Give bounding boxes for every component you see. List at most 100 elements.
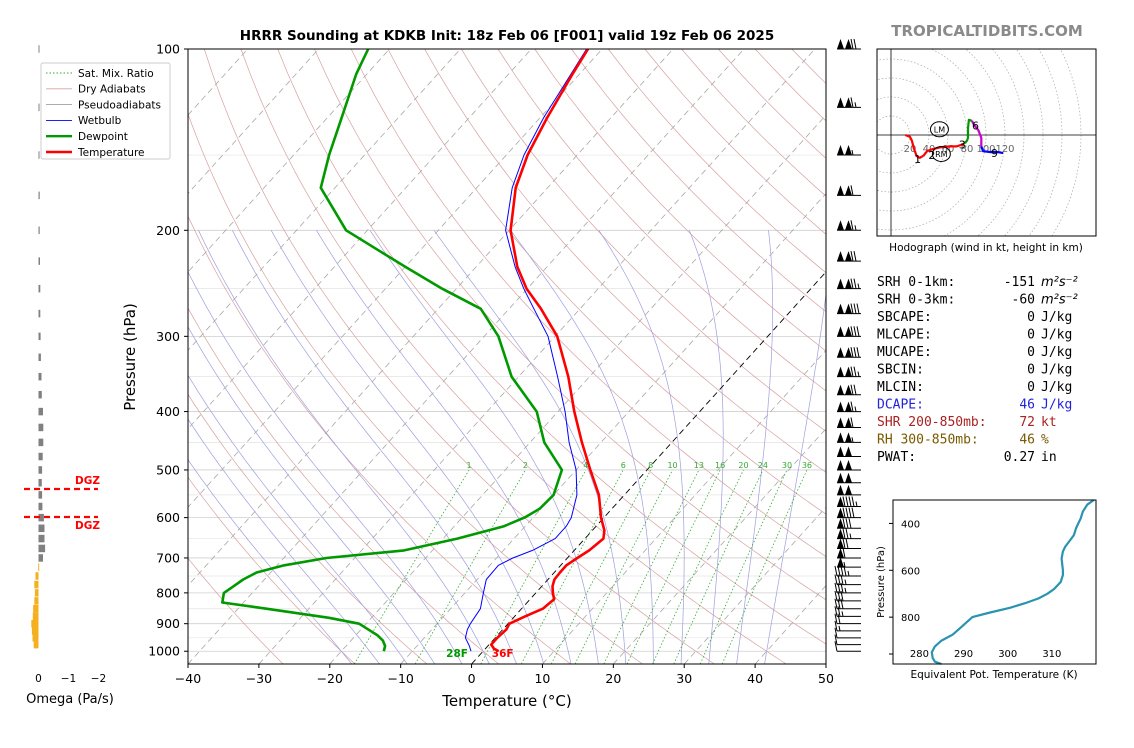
hodograph-caption: Hodograph (wind in kt, height in km) [889,242,1083,254]
y-tick-label: 300 [156,329,180,344]
theta-e-x-tick-label: 310 [1042,649,1061,660]
mixing-ratio-label: 1 [467,461,472,470]
legend-label: Sat. Mix. Ratio [78,68,154,80]
legend-label: Dewpoint [78,131,128,143]
wind-barb [837,547,861,559]
index-row: PWAT: 0.27 in [877,450,1057,465]
omega-bar [38,45,40,53]
mixing-ratio-line [353,469,470,664]
index-label: SRH 0-3km: [877,293,955,308]
mixing-ratio-label: 4 [583,461,588,470]
pseudoadiabat [736,230,774,664]
hodograph-ring-label: 100 [976,144,995,155]
theta-e-y-tick-label: 600 [901,566,920,577]
hodograph-trace [963,118,973,145]
omega-panel: 0 −1 −2 Omega (Pa/s) DGZ DGZ [24,45,114,707]
hodograph-height-label: 2 [928,149,935,162]
wind-barb [837,278,861,290]
hodograph-ring-label: 80 [961,144,974,155]
index-row: MLCAPE: 0 J/kg [877,328,1072,343]
theta-e-y-tick-label: 400 [901,519,920,530]
wind-barb [837,220,861,231]
pseudoadiabat [510,230,654,664]
pseudoadiabat [232,230,517,664]
pseudoadiabat [188,326,435,664]
isotherm [258,49,816,664]
wind-barb [837,326,861,337]
index-value: 46 [1019,433,1035,448]
mixing-ratio-label: 13 [694,461,704,470]
pseudoadiabat [316,230,572,664]
wind-barb [837,347,861,358]
isotherm [825,663,826,664]
index-unit: J/kg [1041,345,1072,360]
pseudoadiabat [369,230,599,664]
index-row: SBCAPE: 0 J/kg [877,310,1072,325]
y-tick-label: 200 [156,223,180,238]
mixing-ratio-line [699,469,788,664]
omega-bar [38,563,40,571]
index-label: SBCIN: [877,363,924,378]
dewpoint-line [221,49,564,652]
index-label: RH 300-850mb: [877,433,979,448]
mixing-ratio-label: 20 [738,461,748,470]
wind-barbs [834,38,861,652]
isotherm [542,349,826,664]
omega-bar [38,103,40,112]
legend-label: Pseudoadiabats [78,99,161,111]
wind-barb [837,366,861,378]
index-unit: % [1041,433,1049,448]
wind-barb [837,145,861,156]
omega-bar [38,390,42,399]
dry-adiabat [240,49,787,664]
omega-bar [38,284,41,293]
skewt-xlabel: Temperature (°C) [441,692,571,710]
pseudoadiabat [188,418,380,664]
wind-barb [834,641,861,652]
hodograph-trace [980,146,1004,155]
omega-bar [32,634,39,642]
index-label: SHR 200-850mb: [877,415,987,430]
index-row: SRH 0-1km: -151 m²s⁻² [877,275,1078,290]
mixing-ratio-line [414,469,526,664]
storm-motion-label: LM [934,126,945,135]
wind-barb [834,606,861,617]
hodograph-trace [970,120,983,147]
pseudoadiabat [764,291,826,664]
index-row: MUCAPE: 0 J/kg [877,345,1072,360]
index-row: MLCIN: 0 J/kg [877,380,1072,395]
theta-e-ylabel: Pressure (hPa) [876,546,887,618]
skewt-legend: Sat. Mix. Ratio Dry Adiabats Pseudoadiabat… [40,62,171,160]
legend-label: Dry Adiabats [78,84,146,96]
mixing-ratio-label: 2 [523,461,528,470]
index-value: 46 [1019,398,1035,413]
dry-adiabat [461,49,826,432]
y-tick-label: 400 [156,404,180,419]
hodograph-frame [876,48,1097,237]
storm-motion-marker [931,146,951,162]
omega-bar [33,604,39,613]
index-value: 72 [1019,415,1035,430]
y-tick-label: 600 [156,510,180,525]
dry-adiabat [387,49,826,515]
temperature-surface-label: 36F [492,648,514,660]
theta-e-y-tick-label: 800 [901,613,920,624]
wind-barb [834,613,861,625]
isotherm [188,49,603,508]
index-label: MLCAPE: [877,328,932,343]
omega-bar [38,332,41,341]
omega-tick-label: −2 [91,673,106,685]
pseudoadiabat [433,230,627,664]
wind-barb [834,634,861,646]
wind-barb [837,496,861,508]
wind-barb [837,557,861,568]
wind-barb [837,528,861,540]
dry-adiabat [188,557,284,664]
index-value: 0 [1027,310,1035,325]
omega-bar [35,572,39,580]
wind-barb [837,432,861,443]
omega-bar [38,438,44,447]
theta-e-panel: 280 290 300 310 400 600 800 Equivalent Pot. Te… [876,499,1097,681]
index-unit: J/kg [1041,328,1072,343]
